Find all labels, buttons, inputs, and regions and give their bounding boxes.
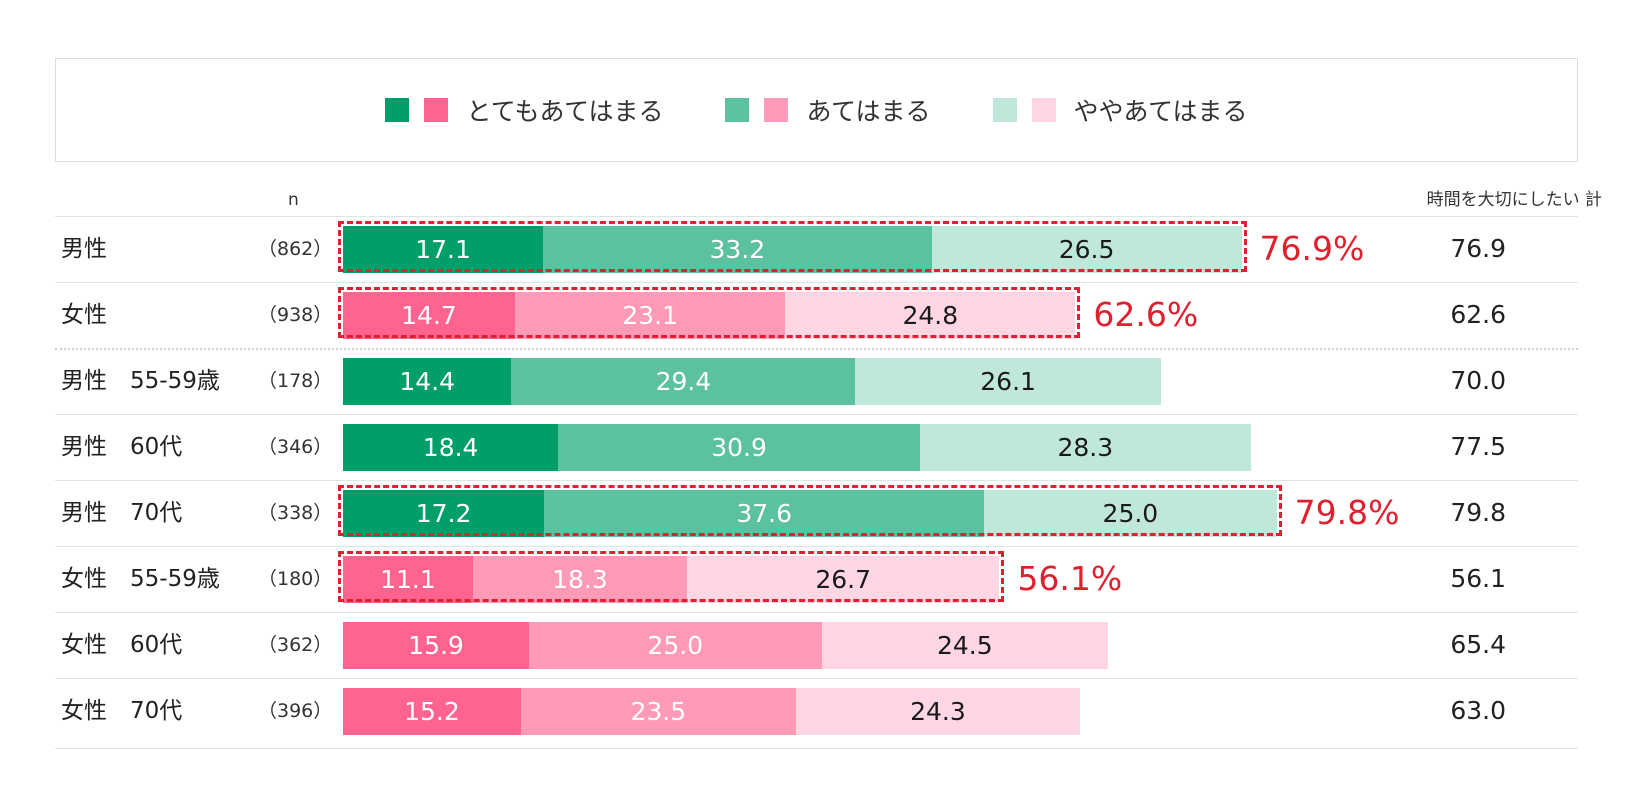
- bar-segment-somewhat: 24.5: [821, 622, 1109, 669]
- stacked-bar: 11.1 18.3 26.7: [343, 556, 1000, 603]
- category-label: 女性: [61, 302, 107, 328]
- chart-row: 男性 70代 （338） 17.2 37.6 25.0 79.8% 79.8: [55, 480, 1578, 546]
- bar-segment-applies: 23.5: [520, 688, 796, 735]
- chart-row: 女性 70代 （396） 15.2 23.5 24.3 63.0: [55, 678, 1578, 744]
- chart-row: 女性 60代 （362） 15.9 25.0 24.5 65.4: [55, 612, 1578, 678]
- row-divider: [55, 216, 1578, 217]
- highlight-label: 79.8%: [1294, 493, 1400, 532]
- stacked-bar: 18.4 30.9 28.3: [343, 424, 1251, 471]
- bar-segment-somewhat: 26.1: [855, 358, 1161, 405]
- bar-segment-applies: 33.2: [543, 226, 932, 273]
- bottom-divider: [55, 748, 1578, 749]
- legend-item-very: とてもあてはまる: [385, 92, 663, 128]
- legend-label-applies: あてはまる: [806, 97, 931, 126]
- category-label: 男性 70代: [61, 500, 183, 526]
- legend-label-very: とてもあてはまる: [466, 97, 664, 126]
- bar-segment-very: 17.2: [343, 490, 545, 537]
- bar-segment-very: 15.9: [343, 622, 530, 669]
- bar-segment-somewhat: 24.3: [795, 688, 1081, 735]
- legend-swatch-female-applies: [764, 98, 789, 122]
- bar-segment-very: 14.4: [343, 358, 512, 405]
- bar-segment-somewhat: 24.8: [785, 292, 1076, 339]
- bar-segment-somewhat: 26.5: [931, 226, 1242, 273]
- sample-size-label: （862）: [258, 238, 333, 260]
- stacked-bar: 15.2 23.5 24.3: [343, 688, 1081, 735]
- stacked-bar: 14.7 23.1 24.8: [343, 292, 1076, 339]
- bar-segment-applies: 30.9: [558, 424, 920, 471]
- row-total-value: 77.5: [1450, 432, 1506, 461]
- sample-size-label: （362）: [258, 634, 333, 656]
- bar-segment-very: 18.4: [343, 424, 559, 471]
- category-label: 男性: [61, 236, 107, 262]
- row-divider: [55, 348, 1578, 350]
- category-label: 女性 60代: [61, 632, 183, 658]
- chart-row: 女性 55-59歳 （180） 11.1 18.3 26.7 56.1% 56.1: [55, 546, 1578, 612]
- bar-segment-somewhat: 25.0: [984, 490, 1277, 537]
- stacked-bar: 17.1 33.2 26.5: [343, 226, 1242, 273]
- bar-segment-applies: 18.3: [472, 556, 687, 603]
- row-divider: [55, 480, 1578, 481]
- bar-segment-applies: 37.6: [544, 490, 985, 537]
- highlight-label: 56.1%: [1017, 559, 1123, 598]
- total-column-header: 時間を大切にしたい 計: [1426, 190, 1602, 210]
- legend-swatch-female-very: [424, 98, 449, 122]
- row-divider: [55, 282, 1578, 283]
- bar-segment-very: 11.1: [343, 556, 473, 603]
- chart-row: 男性 55-59歳 （178） 14.4 29.4 26.1 70.0: [55, 348, 1578, 414]
- legend-swatch-female-somewhat: [1031, 98, 1056, 122]
- sample-size-label: （396）: [258, 700, 333, 722]
- bar-segment-very: 17.1: [343, 226, 544, 273]
- chart-row: 男性 （862） 17.1 33.2 26.5 76.9% 76.9: [55, 216, 1578, 282]
- row-total-value: 79.8: [1450, 498, 1506, 527]
- row-total-value: 65.4: [1450, 630, 1506, 659]
- bar-segment-somewhat: 26.7: [686, 556, 1000, 603]
- row-divider: [55, 546, 1578, 547]
- sample-size-label: （178）: [258, 370, 333, 392]
- legend-item-applies: あてはまる: [725, 92, 931, 128]
- bar-segment-somewhat: 28.3: [919, 424, 1251, 471]
- sample-size-label: （938）: [258, 304, 333, 326]
- category-label: 男性 60代: [61, 434, 183, 460]
- row-total-value: 76.9: [1450, 234, 1506, 263]
- category-label: 女性 70代: [61, 698, 183, 724]
- legend-label-somewhat: ややあてはまる: [1073, 97, 1248, 126]
- bar-segment-applies: 25.0: [529, 622, 822, 669]
- bar-segment-very: 14.7: [343, 292, 515, 339]
- sample-size-label: （338）: [258, 502, 333, 524]
- category-label: 女性 55-59歳: [61, 566, 220, 592]
- bar-segment-very: 15.2: [343, 688, 521, 735]
- legend-swatch-male-very: [385, 98, 410, 122]
- legend-swatch-male-somewhat: [992, 98, 1017, 122]
- highlight-label: 62.6%: [1093, 295, 1199, 334]
- chart-row: 男性 60代 （346） 18.4 30.9 28.3 77.5: [55, 414, 1578, 480]
- row-total-value: 62.6: [1450, 300, 1506, 329]
- legend-swatch-male-applies: [725, 98, 750, 122]
- legend-item-somewhat: ややあてはまる: [992, 92, 1248, 128]
- row-total-value: 63.0: [1450, 696, 1506, 725]
- stacked-bar: 15.9 25.0 24.5: [343, 622, 1109, 669]
- sample-size-label: （346）: [258, 436, 333, 458]
- bar-segment-applies: 23.1: [514, 292, 786, 339]
- row-divider: [55, 612, 1578, 613]
- row-divider: [55, 678, 1578, 679]
- row-divider: [55, 414, 1578, 415]
- legend: とてもあてはまる あてはまる ややあてはまる: [55, 58, 1578, 162]
- stacked-bar: 14.4 29.4 26.1: [343, 358, 1161, 405]
- row-total-value: 70.0: [1450, 366, 1506, 395]
- row-total-value: 56.1: [1450, 564, 1506, 593]
- category-label: 男性 55-59歳: [61, 368, 220, 394]
- stacked-bar: 17.2 37.6 25.0: [343, 490, 1277, 537]
- bar-segment-applies: 29.4: [511, 358, 856, 405]
- sample-size-label: （180）: [258, 568, 333, 590]
- highlight-label: 76.9%: [1259, 229, 1365, 268]
- n-column-header: n: [288, 190, 299, 210]
- chart-row: 女性 （938） 14.7 23.1 24.8 62.6% 62.6: [55, 282, 1578, 348]
